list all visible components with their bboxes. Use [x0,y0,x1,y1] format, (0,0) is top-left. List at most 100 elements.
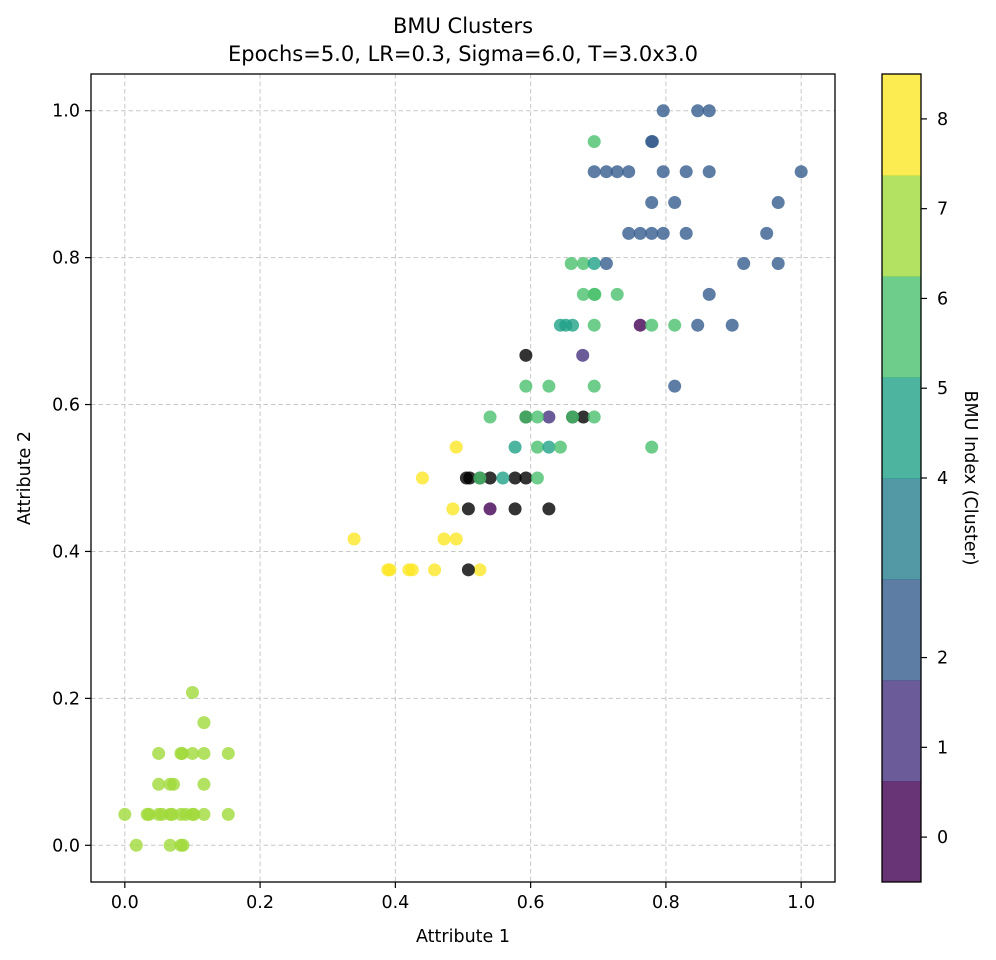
data-point [645,196,659,210]
data-point [463,471,477,485]
colorbar-tick-label: 7 [937,200,948,220]
data-point [530,440,544,454]
data-point [542,502,556,516]
data-point [221,807,235,821]
colorbar-tick-label: 6 [937,289,948,309]
data-point [483,471,497,485]
data-point [519,379,533,393]
data-point [587,135,601,149]
x-axis-label: Attribute 1 [416,927,510,947]
data-point [645,318,659,332]
data-point [508,502,522,516]
data-point [473,563,487,577]
y-tick-label: 0.4 [52,542,80,562]
data-point [519,471,533,485]
data-point [679,165,693,179]
grid [91,74,835,882]
data-point [446,502,460,516]
x-tick-label: 0.4 [381,893,409,913]
data-point [587,410,601,424]
x-tick-label: 0.0 [111,893,139,913]
data-point [461,502,475,516]
data-point [449,532,463,546]
data-point [221,746,235,760]
data-point [197,746,211,760]
data-point [656,104,670,118]
data-point [542,379,556,393]
data-point [197,716,211,730]
data-point [187,807,201,821]
data-point [519,410,533,424]
colorbar-segment [882,781,921,883]
data-point [576,410,590,424]
data-point [530,410,544,424]
data-point [175,746,189,760]
data-point [152,746,166,760]
colorbar: 0 1 2 4 5 6 7 8 [881,73,948,883]
data-point [405,563,419,577]
data-point [668,318,682,332]
chart-subtitle: Epochs=5.0, LR=0.3, Sigma=6.0, T=3.0x3.0 [228,42,698,66]
colorbar-segment [882,377,921,479]
data-point [508,440,522,454]
data-point [118,807,132,821]
data-point [542,440,556,454]
data-point [542,410,556,424]
data-point [771,196,785,210]
data-point [496,471,510,485]
data-point [167,777,181,791]
data-point [508,471,522,485]
data-point [576,257,590,271]
x-tick-label: 0.2 [246,893,274,913]
data-point [347,532,361,546]
colorbar-tick-label: 0 [937,828,948,848]
data-point [633,318,647,332]
colorbar-segment [882,478,921,580]
data-point [691,104,705,118]
data-point [473,471,487,485]
data-point [622,165,636,179]
data-point [437,532,451,546]
colorbar-segment [882,175,921,277]
data-point [794,165,808,179]
data-point [587,257,601,271]
data-point [760,226,774,240]
data-point [610,165,624,179]
data-point [702,287,716,301]
data-point [129,838,143,852]
data-point [553,440,567,454]
data-point [633,226,647,240]
data-point [185,685,199,699]
data-point [771,257,785,271]
data-point [645,440,659,454]
data-point [679,226,693,240]
data-point [483,502,497,516]
axis-ticks: 0.0 0.2 0.4 0.6 0.8 1.0 0.0 0.2 0.4 0.6 0.8 1.0 [52,102,815,913]
data-point [576,348,590,362]
data-point [645,135,659,149]
data-point [142,807,156,821]
colorbar-tick-label: 2 [937,649,948,669]
data-point [668,196,682,210]
data-point [725,318,739,332]
colorbar-tick-label: 4 [937,469,948,489]
data-point [163,838,177,852]
data-point [152,777,166,791]
data-point [588,287,602,301]
data-point [449,440,463,454]
plot-frame [90,73,836,883]
data-point [197,777,211,791]
data-point [566,410,580,424]
data-point [566,318,580,332]
data-point [185,746,199,760]
colorbar-label: BMU Index (Cluster) [960,391,980,566]
y-tick-label: 0.8 [52,249,80,269]
data-point [428,563,442,577]
data-point [668,379,682,393]
x-tick-label: 0.6 [517,893,545,913]
data-point [656,226,670,240]
data-point [656,165,670,179]
data-point [576,287,590,301]
data-point [461,563,475,577]
